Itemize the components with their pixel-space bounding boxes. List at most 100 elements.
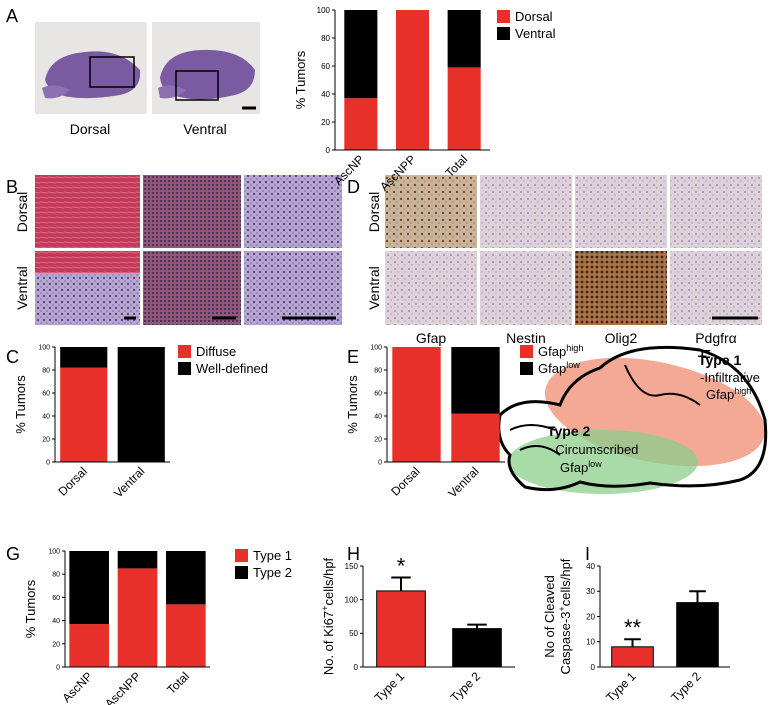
y-tick-label: 20 [321, 118, 330, 127]
label-text: Caspase-3 [558, 612, 573, 675]
x-tick-label: Type 1 [372, 669, 408, 705]
section-label: Ventral [183, 121, 227, 137]
legend-swatch [520, 362, 533, 375]
bar-segment [344, 10, 378, 99]
x-tick-label: Ventral [445, 464, 481, 500]
panel-label: H [347, 544, 360, 564]
legend-label-sup: low [566, 360, 580, 370]
bar-segment [451, 413, 500, 462]
legend-label: Gfaplow [538, 360, 580, 376]
panel-label: B [6, 177, 18, 197]
legend-label: Well-defined [196, 361, 268, 376]
bar-segment [344, 98, 378, 150]
legend-label: Type 2 [253, 565, 292, 580]
y-tick-label: 100 [38, 344, 50, 351]
legend-label: Dorsal [515, 9, 553, 24]
legend-swatch [235, 566, 248, 579]
column-label: Nestin [506, 330, 546, 346]
bar-segment [395, 10, 430, 150]
diagram-text: Gfap [706, 387, 734, 402]
y-tick-label: 60 [374, 390, 382, 397]
x-tick-label: Dorsal [55, 464, 89, 498]
y-axis-title: No of Cleaved [542, 575, 557, 657]
diagram-text: Gfaplow [560, 459, 602, 475]
legend-label: Ventral [515, 26, 556, 41]
bar-segment [166, 604, 206, 667]
label-text: No of Cleaved [542, 575, 557, 657]
y-tick-label: 0 [56, 664, 60, 671]
diagram-text: Gfap [560, 460, 588, 475]
bar-segment [166, 551, 206, 605]
diagram-text-sup: high [734, 386, 751, 396]
y-tick-label: 0 [354, 663, 359, 672]
bar-segment [69, 624, 109, 667]
panel-label: G [6, 544, 20, 564]
y-tick-label: 60 [42, 390, 50, 397]
y-tick-label: 20 [42, 436, 50, 443]
legend-label: Gfap [538, 344, 566, 359]
x-tick-label: Type 2 [668, 669, 704, 705]
bar-segment [392, 347, 441, 462]
column-label: Olig2 [605, 330, 638, 346]
y-tick-label: 60 [52, 595, 60, 602]
brain-diagram [497, 345, 768, 494]
x-tick-label: Type 2 [448, 669, 484, 705]
label-text: No. of Ki67 [321, 611, 336, 675]
y-tick-label: 100 [345, 595, 359, 604]
legend-label: Type 1 [253, 548, 292, 563]
y-tick-label: 30 [586, 587, 595, 596]
micrographs-d [385, 175, 762, 325]
y-tick-label: 100 [317, 6, 331, 15]
legend-swatch [178, 362, 191, 375]
label-text: cells/hpf [321, 557, 336, 605]
bar-segment [69, 551, 109, 625]
y-tick-label: 0 [591, 663, 596, 672]
x-tick-label: AscNP [59, 669, 95, 705]
y-tick-label: 40 [321, 90, 330, 99]
panel-label: F [700, 347, 711, 367]
legend-swatch [178, 345, 191, 358]
panel-label: C [6, 347, 19, 367]
diagram-title: Type 1 [698, 352, 742, 368]
y-tick-label: 80 [374, 367, 382, 374]
label-sup: + [320, 606, 330, 611]
label-sup: + [557, 606, 567, 611]
legend-label: Gfaphigh [538, 343, 583, 359]
label-text: % Tumors [345, 375, 360, 434]
y-tick-label: 20 [586, 612, 595, 621]
bar-segment [447, 10, 481, 68]
legend-label: Dorsal [515, 9, 553, 24]
y-axis-title: % Tumors [345, 375, 360, 434]
legend-label: Diffuse [196, 344, 236, 359]
bar-segment [60, 347, 108, 368]
y-tick-label: 80 [42, 367, 50, 374]
y-axis-title: % Tumors [293, 50, 308, 109]
y-tick-label: 50 [349, 629, 358, 638]
y-tick-label: 10 [586, 638, 595, 647]
bar-segment [447, 67, 481, 150]
x-tick-label: Ventral [111, 464, 147, 500]
bar [452, 628, 502, 668]
row-label: Ventral [14, 266, 30, 310]
y-tick-label: 40 [42, 413, 50, 420]
x-tick-label: Type 1 [603, 669, 639, 705]
y-tick-label: 20 [52, 641, 60, 648]
bar-segment [451, 347, 500, 414]
bar [611, 646, 654, 668]
y-tick-label: 150 [345, 562, 359, 571]
y-tick-label: 80 [52, 572, 60, 579]
micrographs-b [35, 175, 342, 325]
x-tick-label: Dorsal [388, 464, 422, 498]
section-label: Dorsal [70, 121, 110, 137]
y-tick-label: 0 [326, 146, 331, 155]
y-tick-label: 80 [321, 34, 330, 43]
legend-label: Type 2 [253, 565, 292, 580]
y-tick-label: 40 [52, 618, 60, 625]
label-text: % Tumors [293, 50, 308, 109]
y-tick-label: 40 [586, 562, 595, 571]
x-tick-label: Total [164, 669, 192, 697]
label-text: cells/hpf [558, 558, 573, 606]
y-tick-label: 0 [378, 459, 382, 466]
brain-sections [35, 22, 260, 114]
y-tick-label: 20 [374, 436, 382, 443]
